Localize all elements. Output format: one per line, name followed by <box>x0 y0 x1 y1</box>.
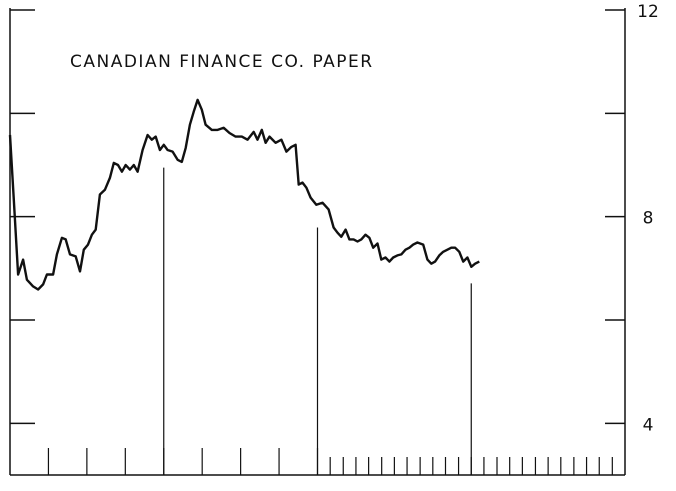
y-tick-label: 8 <box>643 209 654 229</box>
y-tick-label: 12 <box>637 2 659 22</box>
y-tick-label: 4 <box>643 415 654 435</box>
chart-title: CANADIAN FINANCE CO. PAPER <box>70 52 374 72</box>
data-line <box>8 98 480 291</box>
